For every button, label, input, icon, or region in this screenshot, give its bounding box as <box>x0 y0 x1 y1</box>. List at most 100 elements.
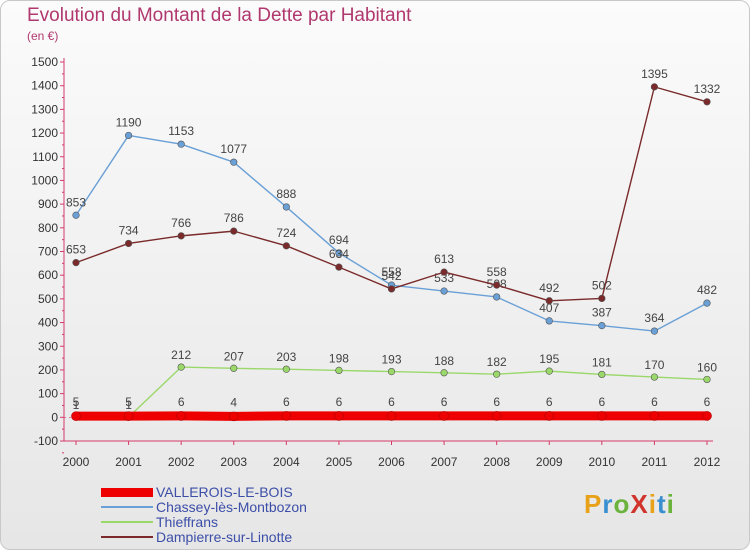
data-point <box>282 365 290 373</box>
data-label: 786 <box>224 211 244 225</box>
y-tick-label: 100 <box>38 387 58 401</box>
data-label: 558 <box>381 265 401 279</box>
legend-swatch <box>101 487 153 497</box>
data-point <box>649 411 660 421</box>
legend-swatch <box>101 536 153 538</box>
data-label: 694 <box>329 233 349 247</box>
y-tick-label: 200 <box>38 363 58 377</box>
data-label: 492 <box>539 281 559 295</box>
data-point <box>440 287 448 295</box>
data-point <box>650 83 659 91</box>
data-point <box>230 158 238 166</box>
data-point <box>439 411 449 421</box>
data-label: 6 <box>704 395 711 409</box>
data-label: 482 <box>697 283 717 297</box>
y-tick-label: 1500 <box>31 55 58 69</box>
y-tick-label: 800 <box>38 221 58 235</box>
x-tick-label: 2008 <box>483 455 510 469</box>
data-point <box>387 285 396 293</box>
data-label: 1 <box>73 398 80 412</box>
x-tick-label: 2005 <box>326 455 353 469</box>
data-label: 1395 <box>641 67 668 81</box>
legend-swatch <box>101 506 153 508</box>
data-point <box>703 299 711 307</box>
data-point <box>177 363 185 371</box>
data-label: 542 <box>381 269 401 283</box>
y-tick-label: 1000 <box>31 173 58 187</box>
y-tick-label: 700 <box>38 245 58 259</box>
data-label: 170 <box>644 358 664 372</box>
data-point <box>545 317 553 325</box>
x-tick-label: 2003 <box>220 455 247 469</box>
data-label: 203 <box>276 350 296 364</box>
legend-label: Chassey-lès-Montbozon <box>156 499 307 515</box>
y-tick-label: 1300 <box>31 102 58 116</box>
data-label: 6 <box>178 395 185 409</box>
data-label: 6 <box>441 395 448 409</box>
x-tick-label: 2009 <box>536 455 563 469</box>
data-point <box>650 373 659 381</box>
data-label: 1 <box>125 398 132 412</box>
data-point <box>228 411 239 422</box>
data-point <box>545 367 553 375</box>
y-tick-label: 1100 <box>32 150 58 164</box>
data-point <box>335 249 343 257</box>
data-point <box>493 281 501 289</box>
data-label: 724 <box>276 226 296 240</box>
proxiti-logo: ProXiti <box>584 489 675 520</box>
data-point <box>440 268 448 276</box>
data-point <box>386 411 397 421</box>
data-label: 188 <box>434 354 454 368</box>
data-label: 1332 <box>694 82 721 96</box>
y-tick-label: 0 <box>51 410 58 424</box>
y-tick-label: 1400 <box>31 79 58 93</box>
legend-label: Dampierre-sur-Linotte <box>156 529 293 545</box>
data-point <box>72 211 80 219</box>
data-label: 533 <box>434 271 454 285</box>
data-point <box>440 369 448 377</box>
data-point <box>335 366 343 375</box>
x-tick-label: 2010 <box>588 455 615 469</box>
data-label: 6 <box>651 395 658 409</box>
data-label: 5 <box>73 395 80 409</box>
data-label: 4 <box>230 395 237 409</box>
data-point <box>597 411 607 421</box>
data-point <box>544 411 555 421</box>
x-tick-label: 2001 <box>115 455 142 469</box>
data-point <box>123 411 134 421</box>
logo-letter: o <box>613 489 631 519</box>
legend-label: Thieffrans <box>156 514 218 530</box>
x-tick-label: 2000 <box>63 455 90 469</box>
data-label: 1153 <box>168 124 194 138</box>
data-point <box>334 411 344 421</box>
data-label: 1077 <box>220 142 247 156</box>
data-point <box>387 367 396 376</box>
data-label: 198 <box>329 351 349 365</box>
y-tick-label: 300 <box>38 339 58 353</box>
y-tick-label: 1200 <box>31 126 58 140</box>
data-point <box>598 322 606 330</box>
data-point <box>176 411 186 421</box>
data-point <box>230 227 238 235</box>
x-tick-label: 2006 <box>378 455 405 469</box>
data-point <box>282 242 290 250</box>
data-point <box>177 140 185 148</box>
y-tick-label: 400 <box>38 316 58 330</box>
data-point <box>282 203 290 211</box>
data-point <box>72 259 80 267</box>
data-label: 364 <box>644 311 664 325</box>
data-label: 182 <box>487 355 507 369</box>
data-label: 5 <box>125 395 132 409</box>
data-label: 634 <box>329 247 349 261</box>
data-label: 407 <box>539 301 559 315</box>
data-label: 212 <box>171 348 191 362</box>
data-point <box>703 98 711 106</box>
data-point <box>177 232 185 240</box>
data-point <box>650 327 659 335</box>
data-point <box>71 411 81 421</box>
x-tick-label: 2012 <box>694 455 721 469</box>
logo-letter: i <box>666 489 675 519</box>
chart-subtitle: (en €) <box>27 29 59 43</box>
data-label: 160 <box>697 360 717 374</box>
